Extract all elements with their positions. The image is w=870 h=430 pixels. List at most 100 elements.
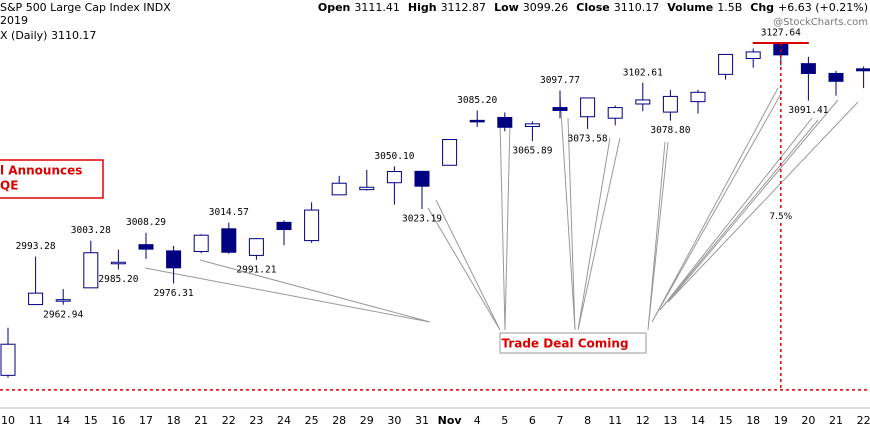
quote-name: High <box>408 1 437 14</box>
quote-name: Low <box>494 1 519 14</box>
quote-value: 3111.41 <box>354 1 400 14</box>
low-label: 3073.58 <box>568 133 608 144</box>
quote-value: +6.63 (+0.21%) <box>778 1 868 14</box>
high-label: 3085.20 <box>457 95 497 106</box>
drop-label: 7.5% <box>769 212 792 222</box>
candle-body <box>331 182 347 196</box>
low-label: 2985.20 <box>98 274 138 285</box>
quote-value: 3110.17 <box>614 1 660 14</box>
x-tick-label: 18 <box>746 414 760 427</box>
low-label: 3078.80 <box>650 125 690 136</box>
trade-text: Trade Deal Coming <box>501 337 628 351</box>
candle-body <box>304 209 320 242</box>
high-label: 2993.28 <box>16 241 56 252</box>
x-tick-label: 29 <box>360 414 374 427</box>
candle-body <box>83 252 99 289</box>
series-label: X (Daily) 3110.17 <box>0 29 96 42</box>
low-label: 3065.89 <box>512 146 552 157</box>
x-tick-label: 16 <box>111 414 125 427</box>
x-tick-label: 24 <box>277 414 291 427</box>
x-tick-label: 23 <box>249 414 263 427</box>
candle-body <box>193 234 209 252</box>
trade-box <box>499 332 647 354</box>
high-label: 3097.77 <box>540 75 580 86</box>
candle-body <box>166 250 182 269</box>
high-label: 3050.10 <box>374 151 414 162</box>
x-tick-label: 25 <box>305 414 319 427</box>
candle-body <box>221 228 237 253</box>
low-label: 3091.41 <box>788 105 828 116</box>
title: S&P 500 Large Cap Index INDX <box>0 1 171 14</box>
candle-body <box>110 261 126 265</box>
x-tick-label: 15 <box>719 414 733 427</box>
low-label: 3023.19 <box>402 214 442 225</box>
candle-body <box>800 63 816 74</box>
quote-name: Open <box>318 1 351 14</box>
x-tick-label: 10 <box>1 414 15 427</box>
candle-body <box>580 97 596 118</box>
candle-body <box>469 119 485 123</box>
quote-value: 1.5B <box>717 1 742 14</box>
pointer <box>651 87 783 323</box>
pointer <box>499 121 511 331</box>
fed-box <box>0 159 104 199</box>
candle-body <box>359 186 375 191</box>
candle-body <box>442 139 458 166</box>
x-tick-label: 11 <box>608 414 622 427</box>
x-tick-label: 8 <box>584 414 591 427</box>
high-label: 3102.61 <box>623 67 663 78</box>
quote-value: 3112.87 <box>441 1 487 14</box>
candle-body <box>55 299 71 302</box>
candle-body <box>414 170 430 187</box>
x-tick-label: 5 <box>501 414 508 427</box>
x-tick-label: 31 <box>415 414 429 427</box>
x-tick-label: 17 <box>139 414 153 427</box>
watermark: @StockCharts.com <box>773 17 868 28</box>
low-label: 2991.21 <box>236 264 276 275</box>
candle-body <box>662 95 678 113</box>
x-tick-label: 6 <box>529 414 536 427</box>
quote-value: 3099.26 <box>523 1 569 14</box>
x-tick-label: 18 <box>167 414 181 427</box>
quote: +6.63 (+0.21%) Chg 1.5B Volume 3110.17 Close 3… <box>318 1 868 14</box>
pointer <box>427 199 501 331</box>
pointer <box>647 141 669 331</box>
quote-name: Chg <box>750 1 774 14</box>
pointer <box>144 259 431 323</box>
candle-body <box>386 171 402 184</box>
candle-body <box>552 107 568 111</box>
x-tick-label: 15 <box>84 414 98 427</box>
high-label: 3014.57 <box>209 207 249 218</box>
fed-text: QE <box>0 179 18 193</box>
pointer <box>667 99 859 303</box>
candle-body <box>690 91 706 103</box>
candle-body <box>745 51 761 59</box>
x-tick-label: 28 <box>332 414 346 427</box>
low-label: 2962.94 <box>43 309 83 320</box>
candle-body <box>718 53 734 75</box>
x-tick-label: Nov <box>438 414 463 427</box>
candle-body <box>248 238 264 256</box>
candle-body <box>0 343 16 376</box>
x-tick-label: 30 <box>387 414 401 427</box>
high-label: 3127.64 <box>761 28 801 39</box>
high-label: 3003.28 <box>71 225 111 236</box>
low-label: 2976.31 <box>154 288 194 299</box>
x-tick-label: 22 <box>222 414 236 427</box>
candle-body <box>276 221 292 231</box>
x-tick-label: 4 <box>474 414 481 427</box>
x-tick-label: 21 <box>829 414 843 427</box>
x-tick-label: 13 <box>663 414 677 427</box>
x-tick-label: 12 <box>636 414 650 427</box>
candle-body <box>635 99 651 105</box>
quote-name: Volume <box>667 1 713 14</box>
x-tick-label: 21 <box>194 414 208 427</box>
pointer <box>559 94 576 331</box>
pointer <box>577 137 621 331</box>
candle-body <box>524 123 540 128</box>
x-tick-label: 11 <box>29 414 43 427</box>
candle-body <box>497 116 513 128</box>
x-tick-label: 19 <box>774 414 788 427</box>
x-tick-label: 22 <box>857 414 870 427</box>
